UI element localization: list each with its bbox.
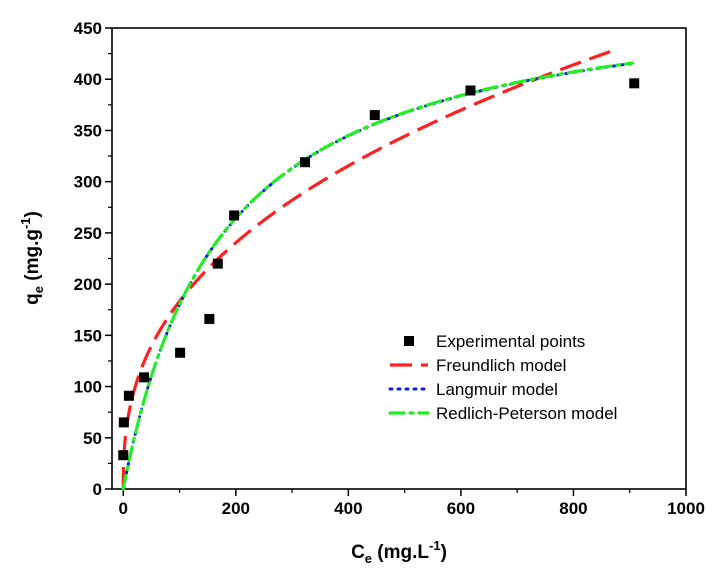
x-tick-label: 600 (447, 499, 475, 518)
x-axis-title: Ce (mg.L-1) (351, 538, 447, 566)
x-tick-label: 200 (222, 499, 250, 518)
y-tick-label: 50 (83, 429, 102, 448)
experimental-point (123, 390, 134, 401)
x-tick-label: 1000 (667, 499, 705, 518)
experimental-point (212, 258, 223, 269)
x-tick-label: 0 (119, 499, 128, 518)
model-curves (121, 47, 635, 491)
curve-freundlich-model (121, 47, 620, 490)
experimental-point (175, 347, 186, 358)
experimental-point (139, 372, 150, 383)
experimental-point (465, 85, 476, 96)
experimental-points (118, 78, 640, 461)
y-tick-label: 450 (74, 19, 102, 38)
legend-marker-square (404, 336, 414, 346)
legend-label: Freundlich model (436, 356, 566, 375)
legend-label: Langmuir model (436, 380, 558, 399)
legend-label: Experimental points (436, 332, 585, 351)
axis-ticks: 0 200 400 600 800 1000 0 50 100 150 200 250 300 350 40… (74, 19, 705, 518)
y-tick-label: 200 (74, 275, 102, 294)
experimental-point (118, 450, 129, 461)
experimental-point (300, 157, 311, 168)
y-tick-label: 100 (74, 378, 102, 397)
y-tick-label: 300 (74, 173, 102, 192)
legend: Experimental points Freundlich model Langm… (388, 332, 617, 423)
y-tick-label: 0 (93, 480, 102, 499)
x-tick-label: 400 (334, 499, 362, 518)
y-tick-label: 250 (74, 224, 102, 243)
curve-redlich-peterson-model (121, 61, 635, 491)
y-axis-title: qe (mg.g-1) (18, 211, 46, 305)
experimental-point (229, 210, 240, 221)
experimental-point (204, 313, 215, 324)
experimental-point (629, 78, 640, 89)
y-tick-label: 350 (74, 121, 102, 140)
experimental-point (118, 417, 129, 428)
y-tick-label: 150 (74, 326, 102, 345)
y-tick-label: 400 (74, 70, 102, 89)
experimental-point (369, 110, 380, 121)
x-tick-label: 800 (559, 499, 587, 518)
legend-label: Redlich-Peterson model (436, 404, 617, 423)
